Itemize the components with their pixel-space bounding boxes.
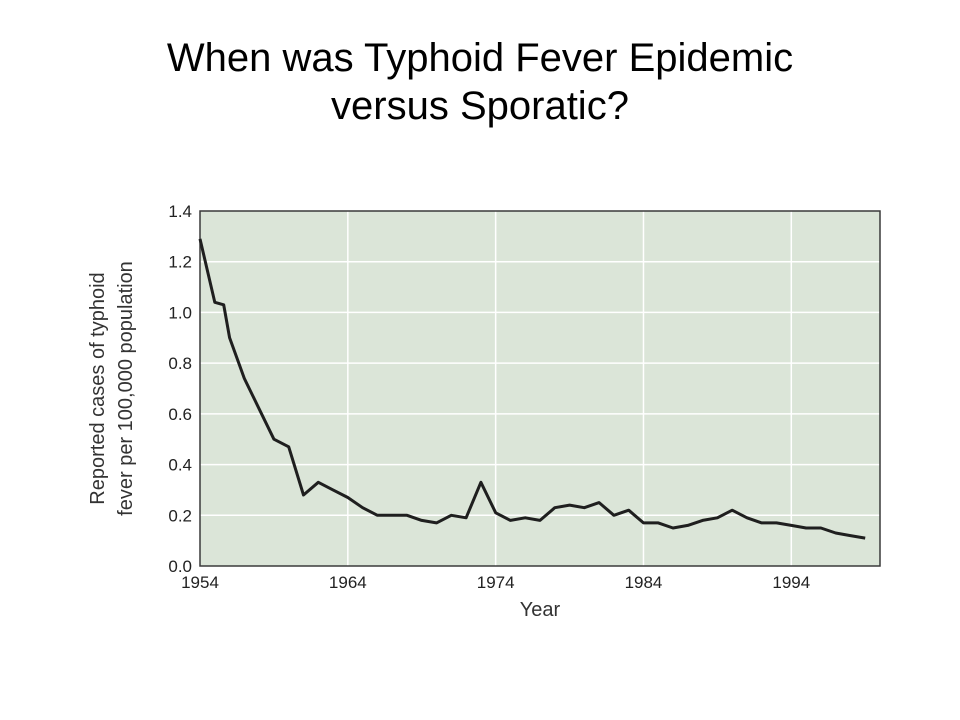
series-line (198, 238, 866, 540)
y-tick-label: 0.8 (168, 354, 192, 373)
slide-title-line-2: versus Sporatic? (331, 84, 629, 128)
y-tick-label: 1.4 (168, 202, 192, 221)
plot-area (198, 210, 881, 567)
y-tick-label: 0.0 (168, 557, 192, 576)
x-tick-label: 1954 (181, 573, 219, 592)
x-tick-labels: 1954 1964 1974 1984 1994 (181, 573, 810, 592)
x-tick-label: 1974 (477, 573, 515, 592)
plot-background (200, 211, 880, 566)
x-tick-label: 1994 (772, 573, 810, 592)
y-tick-label: 0.4 (168, 456, 192, 475)
y-axis-title: Reported cases of typhoid fever per 100,0… (87, 261, 137, 516)
y-tick-label: 1.0 (168, 303, 192, 322)
x-axis-title: Year (520, 599, 561, 621)
y-tick-labels: 0.0 0.2 0.4 0.6 0.8 1.0 1.2 1.4 (168, 202, 192, 576)
y-axis-title-line: Reported cases of typhoid (87, 272, 109, 504)
x-tick-label: 1984 (625, 573, 663, 592)
x-tick-label: 1964 (329, 573, 367, 592)
slide-title-line-1: When was Typhoid Fever Epidemic (166, 36, 794, 80)
y-tick-label: 0.6 (168, 405, 192, 424)
plot-frame (199, 210, 881, 567)
y-axis-title-line: fever per 100,000 population (115, 261, 137, 516)
y-tick-label: 0.2 (168, 506, 192, 525)
slide-title: When was Typhoid Fever Epidemic versus S… (0, 34, 960, 130)
y-tick-label: 1.2 (168, 253, 192, 272)
